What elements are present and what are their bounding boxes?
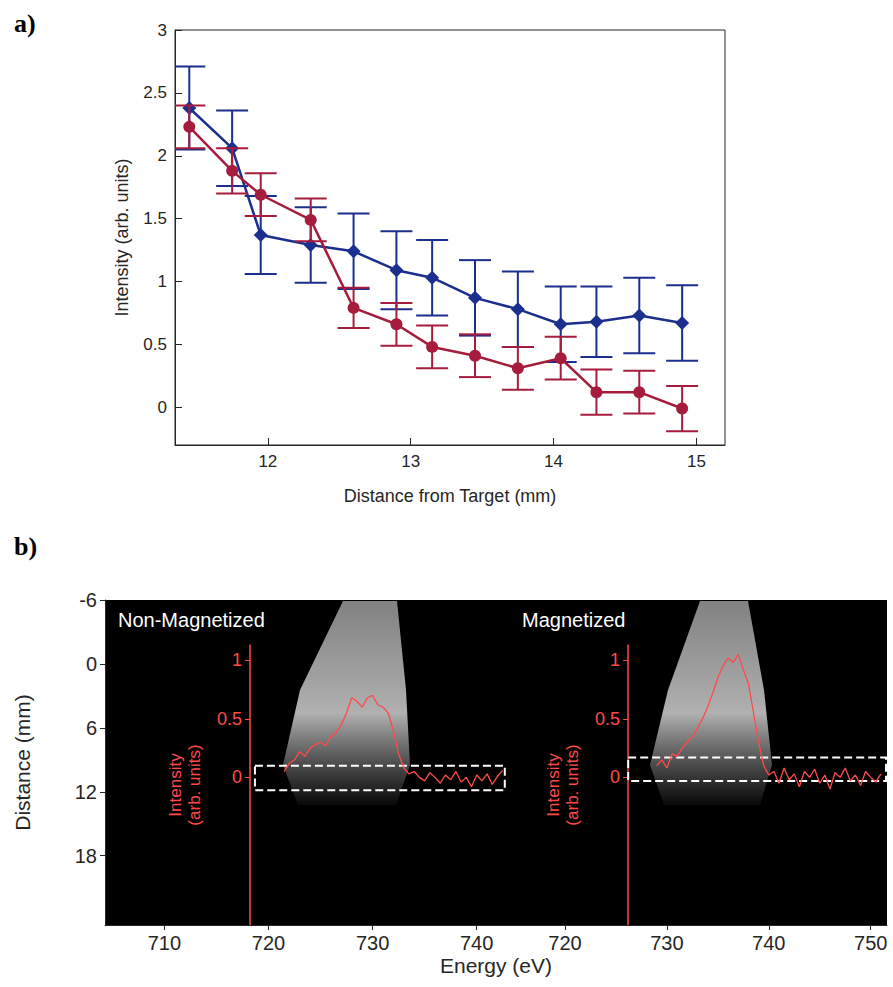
svg-text:Intensity: Intensity — [544, 753, 563, 817]
svg-text:Distance from Target (mm): Distance from Target (mm) — [344, 486, 557, 506]
svg-text:Distance (mm): Distance (mm) — [11, 694, 34, 831]
svg-text:1: 1 — [232, 650, 242, 670]
svg-text:(arb. units): (arb. units) — [185, 744, 204, 825]
svg-text:0.5: 0.5 — [595, 709, 620, 729]
svg-text:Intensity (arb. units): Intensity (arb. units) — [112, 158, 132, 316]
svg-text:b): b) — [14, 532, 37, 561]
svg-text:18: 18 — [75, 845, 97, 867]
svg-text:730: 730 — [356, 932, 389, 954]
svg-text:15: 15 — [687, 452, 706, 471]
svg-text:12: 12 — [75, 781, 97, 803]
svg-text:720: 720 — [252, 932, 285, 954]
svg-text:0: 0 — [232, 767, 242, 787]
svg-text:-6: -6 — [79, 589, 97, 611]
svg-text:720: 720 — [548, 932, 581, 954]
svg-text:13: 13 — [401, 452, 420, 471]
svg-text:14: 14 — [544, 452, 563, 471]
svg-text:2.5: 2.5 — [143, 83, 167, 102]
svg-text:730: 730 — [650, 932, 683, 954]
svg-text:0: 0 — [158, 398, 167, 417]
svg-text:0: 0 — [610, 767, 620, 787]
svg-text:Energy (eV): Energy (eV) — [440, 954, 552, 977]
svg-text:1.5: 1.5 — [143, 209, 167, 228]
svg-text:a): a) — [14, 9, 36, 38]
svg-text:12: 12 — [258, 452, 277, 471]
svg-text:740: 740 — [752, 932, 785, 954]
svg-text:740: 740 — [460, 932, 493, 954]
svg-text:750: 750 — [854, 932, 887, 954]
svg-text:Non-Magnetized: Non-Magnetized — [118, 609, 265, 631]
svg-text:3: 3 — [158, 21, 167, 40]
svg-text:1: 1 — [158, 272, 167, 291]
svg-text:710: 710 — [148, 932, 181, 954]
svg-text:0: 0 — [86, 653, 97, 675]
svg-text:2: 2 — [158, 146, 167, 165]
svg-text:Intensity: Intensity — [166, 753, 185, 817]
svg-text:6: 6 — [86, 717, 97, 739]
svg-text:(arb. units): (arb. units) — [563, 744, 582, 825]
svg-text:0.5: 0.5 — [143, 335, 167, 354]
svg-text:0.5: 0.5 — [217, 709, 242, 729]
svg-text:1: 1 — [610, 650, 620, 670]
svg-text:Magnetized: Magnetized — [522, 609, 625, 631]
